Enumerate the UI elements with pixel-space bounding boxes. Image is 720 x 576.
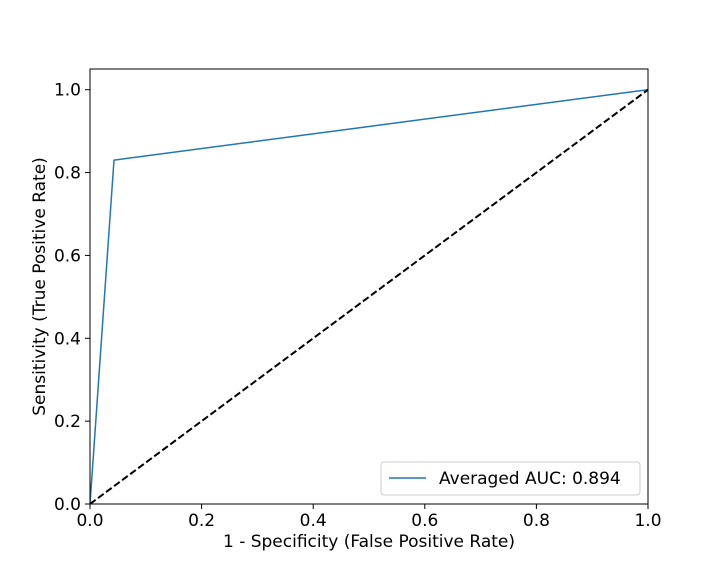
x-tick-label: 0.4	[300, 511, 327, 531]
x-tick-label: 0.0	[76, 511, 103, 531]
chance-diagonal-line	[90, 88, 648, 504]
legend-box	[380, 461, 641, 496]
y-tick-label: 0.4	[54, 329, 81, 349]
plot-area	[90, 88, 648, 504]
y-tick-label: 0.8	[54, 164, 81, 184]
axes-frame	[89, 68, 649, 505]
y-tick-label: 1.0	[54, 81, 81, 101]
x-axis-label: 1 - Specificity (False Positive Rate)	[223, 532, 515, 552]
y-axis-label: Sensitivity (True Positive Rate)	[30, 157, 50, 416]
y-tick-label: 0.0	[54, 495, 81, 515]
axis-ticks: 0.0 0.2 0.4 0.6 0.8 1.0 0.0 0.2 0.4 0.6 0.8 1.0	[54, 81, 662, 531]
y-tick-label: 0.2	[54, 412, 81, 432]
x-tick-label: 0.2	[188, 511, 215, 531]
roc-curve-line	[90, 88, 648, 504]
x-tick-label: 0.6	[411, 511, 438, 531]
legend: Averaged AUC: 0.894	[380, 461, 641, 496]
legend-label-averaged-auc: Averaged AUC: 0.894	[439, 469, 621, 489]
x-tick-label: 0.8	[523, 511, 550, 531]
x-tick-label: 1.0	[634, 511, 661, 531]
y-tick-label: 0.6	[54, 246, 81, 266]
